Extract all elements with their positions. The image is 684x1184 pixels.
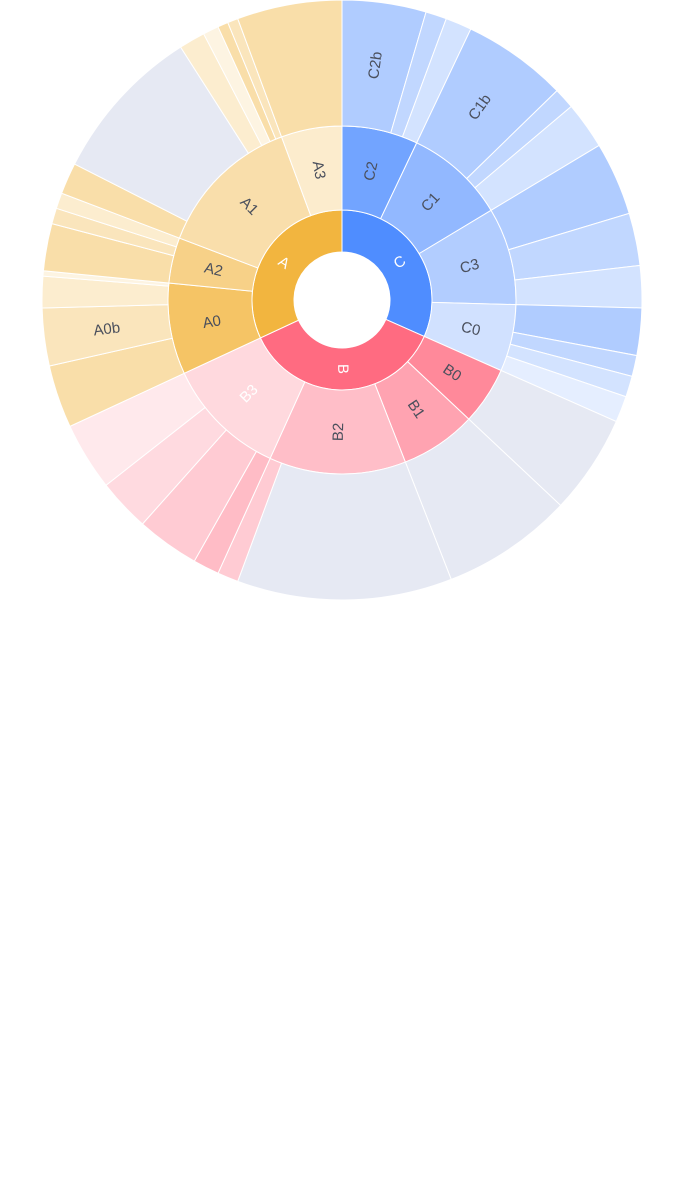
segment-a-3-0 bbox=[237, 0, 343, 138]
label-a0: A0 bbox=[201, 312, 222, 332]
label-a0b: A0b bbox=[93, 319, 122, 339]
sunburst-segments bbox=[41, 0, 643, 601]
label-c3: C3 bbox=[458, 256, 481, 277]
label-b2: B2 bbox=[330, 423, 347, 442]
label-b: B bbox=[334, 364, 351, 374]
label-c2b: C2b bbox=[365, 51, 386, 81]
label-a3: A3 bbox=[309, 160, 329, 181]
center-hole bbox=[294, 252, 390, 348]
label-c0: C0 bbox=[460, 319, 482, 340]
label-a2: A2 bbox=[203, 259, 225, 280]
label-c2: C2 bbox=[361, 160, 382, 182]
